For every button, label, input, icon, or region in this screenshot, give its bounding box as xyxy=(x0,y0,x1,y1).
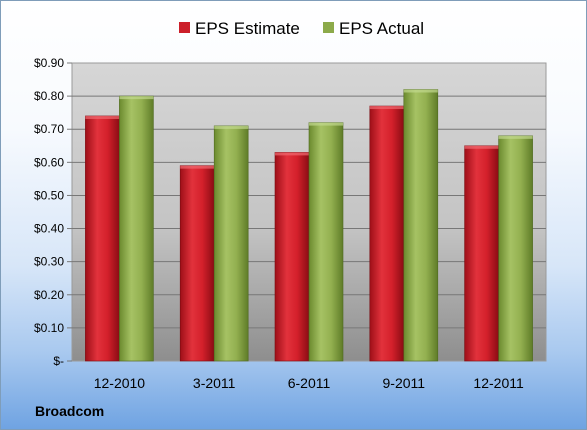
legend-label: EPS Actual xyxy=(339,19,424,38)
y-tick-label: $0.30 xyxy=(34,255,64,269)
y-tick-label: $0.60 xyxy=(34,155,64,169)
x-tick-label: 12-2011 xyxy=(473,375,524,391)
bar-eps-estimate xyxy=(85,115,120,362)
y-tick-label: $0.20 xyxy=(34,288,64,302)
legend-swatch xyxy=(179,22,190,33)
bar-eps-actual xyxy=(308,122,344,362)
x-tick-label: 12-2010 xyxy=(94,375,146,391)
bar-top-highlight xyxy=(119,96,154,100)
y-tick-label: $0.50 xyxy=(34,188,64,202)
legend-swatch xyxy=(323,22,334,33)
bar-eps-actual xyxy=(213,125,249,362)
bar-top-highlight xyxy=(275,152,309,156)
bar-eps-estimate xyxy=(464,145,499,362)
bar-top-highlight xyxy=(369,106,404,110)
y-tick-label: $0.40 xyxy=(34,222,64,236)
bar-top-highlight xyxy=(214,125,249,129)
x-tick-label: 9-2011 xyxy=(383,375,426,391)
bar-top-highlight xyxy=(309,122,343,126)
bar-eps-estimate xyxy=(274,152,310,362)
bar-eps-estimate xyxy=(369,105,405,362)
y-tick-label: $0.80 xyxy=(34,89,64,103)
bar-eps-actual xyxy=(119,95,154,362)
bar-top-highlight xyxy=(403,89,438,93)
y-tick-label: $0.10 xyxy=(34,321,64,335)
bar-top-highlight xyxy=(85,115,120,119)
company-label: Broadcom xyxy=(35,403,105,419)
bar-eps-estimate xyxy=(179,165,215,362)
y-tick-label: $0.70 xyxy=(34,122,64,136)
bar-eps-actual xyxy=(403,89,439,362)
x-tick-label: 6-2011 xyxy=(288,375,331,391)
bar-top-highlight xyxy=(180,165,215,169)
bar-top-highlight xyxy=(498,135,533,139)
bar-top-highlight xyxy=(464,145,499,149)
y-tick-label: $0.90 xyxy=(34,56,64,70)
x-tick-label: 3-2011 xyxy=(193,375,236,391)
legend-label: EPS Estimate xyxy=(195,19,300,38)
bar-eps-actual xyxy=(498,135,533,362)
y-tick-label: $- xyxy=(53,354,64,368)
